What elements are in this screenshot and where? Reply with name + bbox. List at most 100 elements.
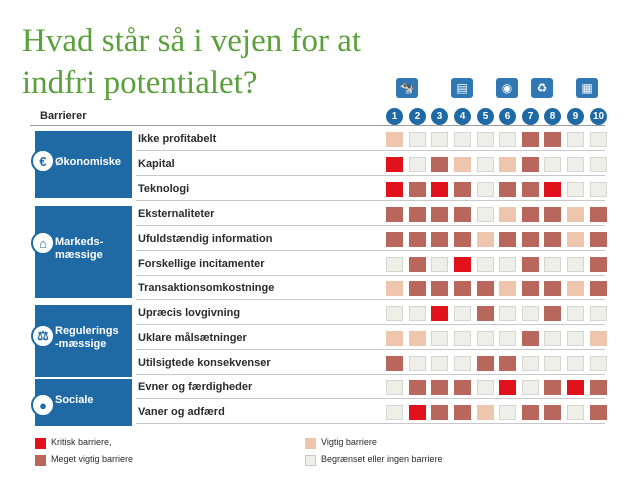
matrix-cell bbox=[544, 182, 561, 197]
matrix-cell bbox=[409, 405, 426, 420]
matrix-cell bbox=[386, 331, 403, 346]
group-label: Regulerings -mæssige bbox=[55, 325, 119, 350]
matrix-cell bbox=[499, 182, 516, 197]
matrix-cell bbox=[386, 380, 403, 395]
row-divider bbox=[136, 324, 605, 325]
matrix-cell bbox=[522, 281, 539, 296]
legend-label: Kritisk barriere, bbox=[51, 437, 112, 447]
matrix-cell bbox=[431, 380, 448, 395]
recycle-icon: ♻ bbox=[531, 78, 553, 98]
matrix-cell bbox=[567, 405, 584, 420]
column-number: 4 bbox=[454, 108, 471, 125]
matrix-cell bbox=[590, 157, 607, 172]
barriers-header-label: Barrierer bbox=[40, 110, 87, 122]
legend-swatch-limited bbox=[305, 455, 316, 466]
row-divider bbox=[136, 275, 605, 276]
matrix-cell bbox=[409, 182, 426, 197]
matrix-cell bbox=[477, 257, 494, 272]
matrix-cell bbox=[409, 331, 426, 346]
matrix-cell bbox=[544, 356, 561, 371]
matrix-cell bbox=[499, 157, 516, 172]
row-label: Utilsigtede konsekvenser bbox=[138, 357, 271, 369]
matrix-cell bbox=[590, 405, 607, 420]
matrix-cell bbox=[386, 207, 403, 222]
matrix-cell bbox=[544, 306, 561, 321]
matrix-cell bbox=[567, 207, 584, 222]
matrix-cell bbox=[431, 281, 448, 296]
matrix-cell bbox=[499, 380, 516, 395]
euro-icon: € bbox=[31, 149, 55, 173]
matrix-cell bbox=[386, 356, 403, 371]
column-number: 9 bbox=[567, 108, 584, 125]
matrix-cell bbox=[590, 257, 607, 272]
matrix-cell bbox=[544, 380, 561, 395]
column-number: 6 bbox=[499, 108, 516, 125]
matrix-cell bbox=[590, 380, 607, 395]
matrix-cell bbox=[567, 182, 584, 197]
row-label: Ufuldstændig information bbox=[138, 233, 273, 245]
matrix-cell bbox=[431, 182, 448, 197]
row-label: Transaktionsomkostninge bbox=[138, 282, 275, 294]
matrix-cell bbox=[567, 232, 584, 247]
row-label: Evner og færdigheder bbox=[138, 381, 253, 393]
matrix-cell bbox=[499, 257, 516, 272]
matrix-cell bbox=[386, 405, 403, 420]
column-number: 8 bbox=[544, 108, 561, 125]
matrix-cell bbox=[431, 306, 448, 321]
matrix-cell bbox=[431, 157, 448, 172]
matrix-cell bbox=[386, 306, 403, 321]
matrix-cell bbox=[454, 157, 471, 172]
matrix-cell bbox=[522, 232, 539, 247]
matrix-cell bbox=[454, 306, 471, 321]
matrix-cell bbox=[409, 281, 426, 296]
matrix-cell bbox=[590, 281, 607, 296]
legend-swatch-critical bbox=[35, 438, 46, 449]
row-divider bbox=[136, 175, 605, 176]
matrix-cell bbox=[454, 182, 471, 197]
group-1: Markeds- mæssige ⌂ bbox=[31, 206, 130, 298]
row-label: Eksternaliteter bbox=[138, 208, 215, 220]
scales-icon: ⚖ bbox=[31, 324, 55, 348]
legend-label: Vigtig barriere bbox=[321, 437, 377, 447]
matrix-cell bbox=[567, 356, 584, 371]
row-divider bbox=[136, 299, 605, 300]
column-number: 7 bbox=[522, 108, 539, 125]
header-divider bbox=[30, 125, 605, 126]
matrix-cell bbox=[522, 257, 539, 272]
matrix-cell bbox=[431, 257, 448, 272]
matrix-cell bbox=[544, 405, 561, 420]
matrix-cell bbox=[567, 281, 584, 296]
matrix-cell bbox=[567, 306, 584, 321]
matrix-cell bbox=[477, 380, 494, 395]
matrix-cell bbox=[431, 356, 448, 371]
matrix-cell bbox=[477, 281, 494, 296]
row-divider bbox=[136, 349, 605, 350]
matrix-cell bbox=[409, 157, 426, 172]
matrix-cell bbox=[567, 331, 584, 346]
matrix-cell bbox=[567, 257, 584, 272]
matrix-cell bbox=[590, 232, 607, 247]
market-stall-icon: ⌂ bbox=[31, 231, 55, 255]
matrix-cell bbox=[409, 380, 426, 395]
column-number: 1 bbox=[386, 108, 403, 125]
matrix-cell bbox=[477, 132, 494, 147]
matrix-cell bbox=[477, 405, 494, 420]
matrix-cell bbox=[499, 281, 516, 296]
matrix-cell bbox=[499, 405, 516, 420]
matrix-cell bbox=[477, 331, 494, 346]
matrix-cell bbox=[522, 132, 539, 147]
matrix-cell bbox=[431, 132, 448, 147]
building-cart-icon: ▤ bbox=[451, 78, 473, 98]
matrix-cell bbox=[454, 380, 471, 395]
matrix-cell bbox=[544, 257, 561, 272]
matrix-cell bbox=[499, 306, 516, 321]
matrix-cell bbox=[431, 331, 448, 346]
matrix-cell bbox=[409, 132, 426, 147]
matrix-cell bbox=[409, 232, 426, 247]
group-bracket bbox=[130, 379, 138, 426]
group-bracket bbox=[130, 305, 138, 377]
matrix-cell bbox=[544, 132, 561, 147]
row-divider bbox=[136, 200, 605, 201]
matrix-cell bbox=[477, 182, 494, 197]
matrix-cell bbox=[544, 157, 561, 172]
